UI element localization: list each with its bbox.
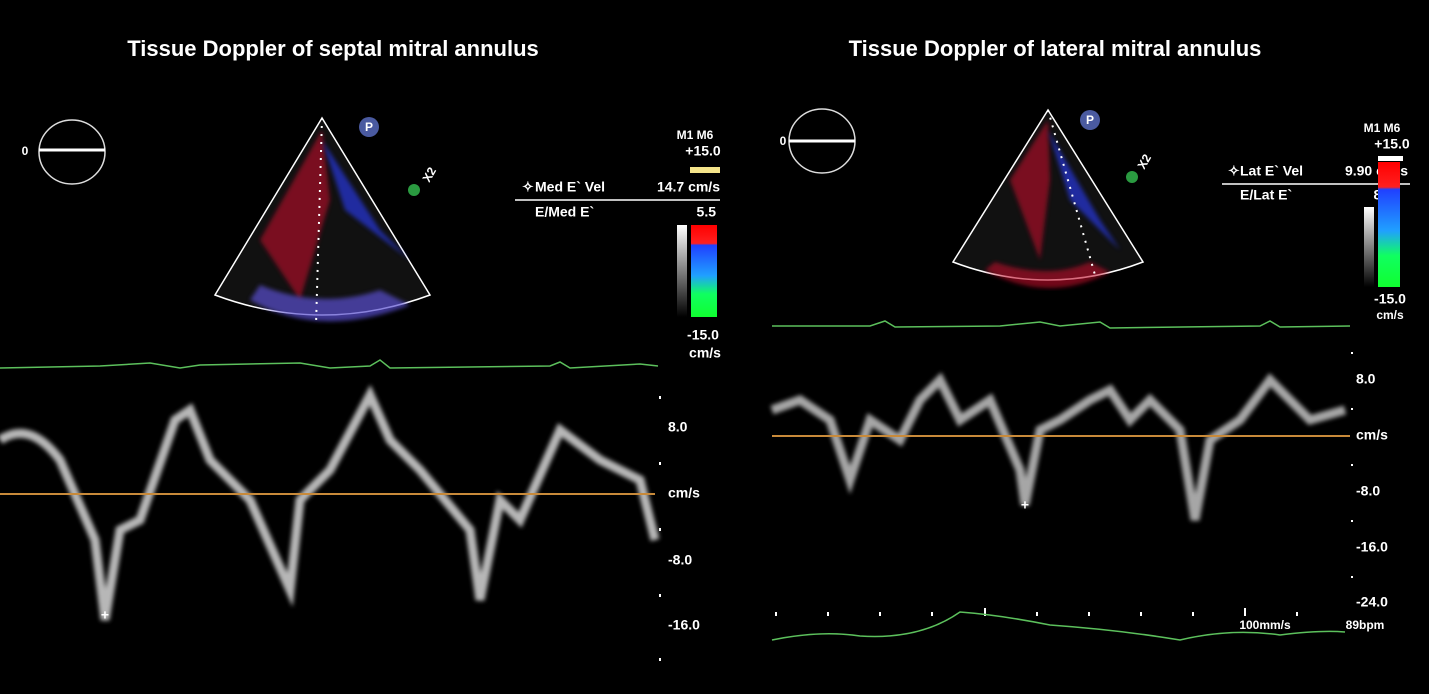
left-panel: Tissue Doppler of septal mitral annulus … xyxy=(0,36,721,661)
probe-icon xyxy=(359,117,379,137)
scale-unit: cm/s xyxy=(1376,308,1404,322)
measure-marker: ✧ xyxy=(1228,163,1240,179)
ecg-trace xyxy=(0,359,659,369)
ratio-value: 5.5 xyxy=(697,204,717,220)
zoom: X2 xyxy=(420,164,440,184)
scale-bottom: -15.0 xyxy=(1374,291,1406,307)
scale-bottom: -15.0 xyxy=(687,327,719,343)
respiration-trace xyxy=(771,611,1346,641)
heart-rate: 89bpm xyxy=(1346,618,1385,632)
scale-bar xyxy=(1378,156,1403,161)
modes: M1 M6 xyxy=(677,128,714,142)
measure-label: Lat E` Vel xyxy=(1240,163,1303,179)
axis-label: 8.0 xyxy=(1356,371,1376,387)
title: Tissue Doppler of lateral mitral annulus xyxy=(849,36,1262,61)
time-ticks xyxy=(775,608,1298,616)
axis-label: 8.0 xyxy=(668,419,688,435)
focus-marker xyxy=(1126,171,1138,183)
doppler-spectrum xyxy=(770,372,1347,521)
caliper: + xyxy=(101,607,109,623)
measure-label: Med E` Vel xyxy=(535,179,605,195)
axis-label: cm/s xyxy=(1356,427,1388,443)
scale-bar xyxy=(690,167,720,173)
scale-top: +15.0 xyxy=(685,143,721,159)
color-bar xyxy=(1378,162,1400,287)
color-flow xyxy=(260,130,330,300)
title: Tissue Doppler of septal mitral annulus xyxy=(127,36,539,61)
focus-marker xyxy=(408,184,420,196)
measure-marker: ✧ xyxy=(522,179,534,195)
right-panel: Tissue Doppler of lateral mitral annulus… xyxy=(770,36,1410,641)
probe: P xyxy=(365,120,373,134)
scale: 8.0 cm/s -8.0 -16.0 -24.0 xyxy=(1351,352,1388,610)
doppler-spectrum xyxy=(0,384,660,621)
color-flow xyxy=(985,262,1110,289)
axis-label: -16.0 xyxy=(668,617,700,633)
sweep-speed: 100mm/s xyxy=(1239,618,1291,632)
probe-icon xyxy=(1080,110,1100,130)
gray-bar xyxy=(1364,207,1374,287)
angle: 0 xyxy=(780,134,787,148)
ratio-label: E/Lat E` xyxy=(1240,187,1292,203)
angle-dial xyxy=(38,119,106,185)
ratio-label: E/Med E` xyxy=(535,204,594,220)
scale: 8.0 cm/s -8.0 -16.0 xyxy=(659,396,700,661)
modes: M1 M6 xyxy=(1364,121,1401,135)
measure-value: 14.7 cm/s xyxy=(657,179,720,195)
zoom: X2 xyxy=(1135,151,1155,171)
scale-unit: cm/s xyxy=(689,345,721,361)
scale-top: +15.0 xyxy=(1374,136,1410,152)
caliper: + xyxy=(1021,497,1029,513)
axis-label: -8.0 xyxy=(668,552,692,568)
ecg-trace xyxy=(772,320,1351,329)
color-flow xyxy=(250,285,410,322)
axis-label: -16.0 xyxy=(1356,539,1388,555)
angle: 0 xyxy=(22,144,29,158)
gray-bar xyxy=(677,225,687,317)
axis-label: cm/s xyxy=(668,485,700,501)
axis-label: -8.0 xyxy=(1356,483,1380,499)
color-flow xyxy=(1010,120,1050,260)
axis-label: -24.0 xyxy=(1356,594,1388,610)
color-bar xyxy=(691,225,717,317)
probe: P xyxy=(1086,113,1094,127)
